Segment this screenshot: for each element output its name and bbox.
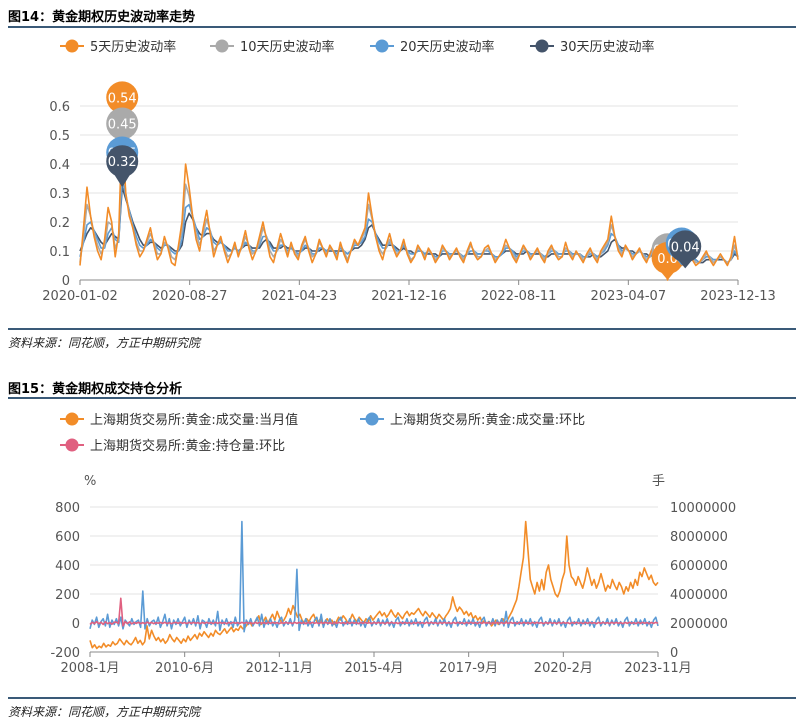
- figure15-top-rule: [8, 397, 796, 399]
- svg-text:上海期货交易所:黄金:成交量:环比: 上海期货交易所:黄金:成交量:环比: [390, 412, 585, 428]
- svg-text:30天历史波动率: 30天历史波动率: [560, 39, 655, 55]
- y-left-tick-label: -200: [50, 646, 80, 661]
- y-tick-label: 0.3: [49, 187, 70, 202]
- series-line-上海期货交易所:黄金:持仓量:环比: [89, 597, 659, 627]
- y-right-tick-label: 4000000: [670, 588, 728, 603]
- annotation-max-30天历史波动率: 0.32: [106, 145, 139, 188]
- y-left-tick-label: 400: [55, 559, 80, 574]
- series-line-上海期货交易所:黄金:成交量:环比: [89, 520, 659, 633]
- volatility-chart: 0 0.1 0.2 0.3 0.4 0.5 0.6 2020-01-02 2020-08-27 2…: [42, 39, 776, 304]
- x-tick-label: 2023-04-07: [591, 289, 667, 304]
- figure15-source: 资料来源：同花顺，方正中期研究院: [8, 705, 201, 719]
- y-right-unit-label: 手: [652, 474, 665, 489]
- y-right-tick-label: 2000000: [670, 617, 728, 632]
- legend-item-3[interactable]: 20天历史波动率: [370, 39, 495, 55]
- y-tick-label: 0.4: [49, 158, 70, 173]
- figure15-bottom-rule: [8, 697, 796, 699]
- y-right-tick-label: 0: [670, 646, 678, 661]
- figure14-source: 资料来源：同花顺，方正中期研究院: [8, 336, 201, 350]
- svg-text:上海期货交易所:黄金:成交量:当月值: 上海期货交易所:黄金:成交量:当月值: [90, 412, 298, 428]
- y-tick-label: 0: [62, 274, 70, 289]
- x-tick-label: 2020-2月: [534, 661, 593, 676]
- legend-item-2[interactable]: 10天历史波动率: [210, 39, 335, 55]
- svg-text:0.54: 0.54: [108, 91, 137, 106]
- x-tick-label: 2010-6月: [155, 661, 214, 676]
- y-tick-label: 0.6: [49, 100, 70, 115]
- figure14-bottom-rule: [8, 328, 796, 330]
- x-tick-label: 2021-12-16: [371, 289, 447, 304]
- volume-open-interest-chart: -200 0 200 400 600 800 0 2000000 4000000 6000000 8…: [50, 412, 736, 676]
- y-right-tick-label: 8000000: [670, 530, 728, 545]
- annotation-min-30天历史波动率: 0.04: [669, 230, 702, 269]
- legend-item-2[interactable]: 上海期货交易所:黄金:成交量:环比: [360, 412, 585, 428]
- svg-text:0.45: 0.45: [108, 118, 137, 133]
- y-right-tick-label: 10000000: [670, 501, 736, 516]
- x-tick-label: 2021-04-23: [262, 289, 338, 304]
- y-left-tick-label: 800: [55, 501, 80, 516]
- y-tick-label: 0.1: [49, 245, 70, 260]
- svg-text:5天历史波动率: 5天历史波动率: [90, 39, 176, 55]
- legend-item-1[interactable]: 5天历史波动率: [60, 39, 176, 55]
- legend-item-3[interactable]: 上海期货交易所:黄金:持仓量:环比: [60, 438, 285, 454]
- svg-text:10天历史波动率: 10天历史波动率: [240, 39, 335, 55]
- x-tick-label: 2023-11月: [624, 661, 691, 676]
- y-left-unit-label: %: [84, 474, 96, 489]
- y-left-tick-label: 0: [72, 617, 80, 632]
- x-tick-label: 2020-08-27: [152, 289, 228, 304]
- series-line-5天历史波动率: [79, 122, 739, 281]
- x-tick-label: 2020-01-02: [42, 289, 118, 304]
- svg-text:0.32: 0.32: [108, 155, 137, 170]
- legend-item-4[interactable]: 30天历史波动率: [530, 39, 655, 55]
- y-left-tick-label: 600: [55, 530, 80, 545]
- figure14-title: 图14：黄金期权历史波动率走势: [8, 10, 196, 25]
- y-left-tick-label: 200: [55, 588, 80, 603]
- x-tick-label: 2017-9月: [439, 661, 498, 676]
- svg-text:20天历史波动率: 20天历史波动率: [400, 39, 495, 55]
- x-tick-label: 2022-08-11: [481, 289, 557, 304]
- y-tick-label: 0.5: [49, 129, 70, 144]
- y-tick-label: 0.2: [49, 216, 70, 231]
- series-line-上海期货交易所:黄金:成交量:当月值: [89, 520, 659, 650]
- x-tick-label: 2015-4月: [344, 661, 403, 676]
- figure14-top-rule: [8, 26, 796, 28]
- x-tick-label: 2008-1月: [60, 661, 119, 676]
- legend-item-1[interactable]: 上海期货交易所:黄金:成交量:当月值: [60, 412, 298, 428]
- figure15-title: 图15：黄金期权成交持仓分析: [8, 382, 183, 397]
- y-right-tick-label: 6000000: [670, 559, 728, 574]
- x-tick-label: 2012-11月: [246, 661, 313, 676]
- svg-text:0.04: 0.04: [671, 240, 700, 255]
- svg-text:上海期货交易所:黄金:持仓量:环比: 上海期货交易所:黄金:持仓量:环比: [90, 438, 285, 454]
- x-tick-label: 2023-12-13: [700, 289, 776, 304]
